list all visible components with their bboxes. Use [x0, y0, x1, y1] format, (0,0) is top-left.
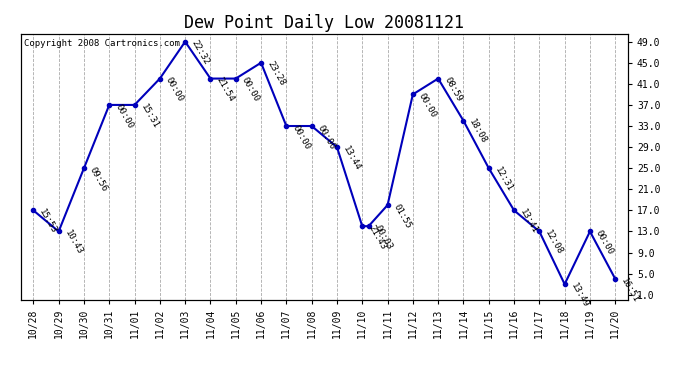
Text: 00:03: 00:03 — [373, 224, 394, 251]
Text: 23:28: 23:28 — [265, 60, 286, 88]
Text: 12:31: 12:31 — [493, 165, 514, 193]
Text: 00:00: 00:00 — [240, 76, 261, 104]
Text: 21:43: 21:43 — [366, 224, 388, 251]
Text: Copyright 2008 Cartronics.com: Copyright 2008 Cartronics.com — [23, 39, 179, 48]
Text: 21:54: 21:54 — [215, 76, 236, 104]
Text: 08:59: 08:59 — [442, 76, 464, 104]
Text: 00:00: 00:00 — [164, 76, 185, 104]
Text: 00:00: 00:00 — [113, 102, 135, 130]
Text: 09:56: 09:56 — [88, 165, 109, 193]
Text: 15:31: 15:31 — [139, 102, 160, 130]
Text: 10:43: 10:43 — [63, 229, 84, 256]
Text: 00:00: 00:00 — [594, 229, 615, 256]
Text: 12:08: 12:08 — [544, 229, 564, 256]
Text: 00:00: 00:00 — [290, 123, 312, 151]
Text: 13:44: 13:44 — [341, 144, 362, 172]
Text: 13:41: 13:41 — [518, 208, 540, 236]
Text: 15:53: 15:53 — [37, 208, 59, 236]
Text: 18:08: 18:08 — [468, 118, 489, 146]
Text: 22:32: 22:32 — [189, 39, 210, 67]
Text: 00:00: 00:00 — [417, 92, 438, 119]
Text: 13:49: 13:49 — [569, 281, 590, 309]
Title: Dew Point Daily Low 20081121: Dew Point Daily Low 20081121 — [184, 14, 464, 32]
Text: 01:55: 01:55 — [392, 202, 413, 230]
Text: 16:51: 16:51 — [620, 276, 640, 304]
Text: 00:00: 00:00 — [316, 123, 337, 151]
